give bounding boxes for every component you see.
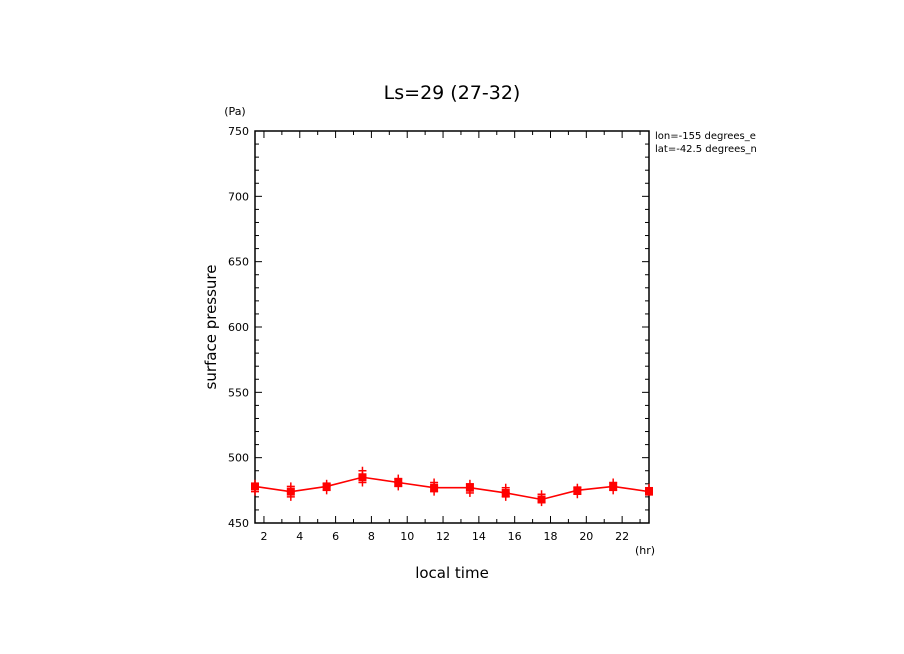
tick-labels: 2 4 6 8 10 12 14 16 18 20 22 450 500 550 600 650 700 750 [228, 125, 629, 543]
scatter-plus [645, 487, 653, 496]
y-tick-label: 550 [228, 386, 249, 399]
scatter-plus [358, 478, 367, 487]
x-tick-label: 6 [332, 530, 339, 543]
x-axis-label: local time [415, 564, 489, 582]
x-tick-label: 20 [579, 530, 593, 543]
x-unit-label: (hr) [635, 544, 655, 557]
scatter-plus [322, 486, 331, 495]
axes [254, 130, 650, 524]
x-tick-label: 4 [296, 530, 303, 543]
x-tick-label: 2 [260, 530, 267, 543]
ticks [255, 130, 649, 524]
y-tick-label: 650 [228, 256, 249, 269]
x-tick-label: 14 [472, 530, 486, 543]
scatter-plus [609, 486, 618, 495]
scatter-plus [501, 492, 510, 501]
scatter-plus [465, 488, 474, 497]
scatter-plus [251, 487, 259, 496]
y-tick-label: 500 [228, 452, 249, 465]
x-tick-label: 16 [508, 530, 522, 543]
y-tick-label: 750 [228, 125, 249, 138]
scatter-plus [394, 482, 403, 491]
scatter-plus [573, 490, 582, 499]
y-tick-label: 450 [228, 517, 249, 530]
y-axis-label: surface pressure [202, 265, 220, 390]
x-tick-label: 18 [544, 530, 558, 543]
series [254, 476, 650, 501]
scatter-plus [537, 498, 546, 507]
x-tick-label: 22 [615, 530, 629, 543]
scatter-plus [286, 492, 295, 501]
plot-frame [254, 130, 650, 524]
y-tick-label: 700 [228, 190, 249, 203]
series-line [254, 476, 650, 501]
annotation-lon: lon=-155 degrees_e [655, 131, 756, 142]
scatter-plus [430, 487, 439, 496]
chart-title: Ls=29 (27-32) [384, 82, 521, 104]
y-unit-label: (Pa) [224, 105, 245, 118]
x-tick-label: 8 [368, 530, 375, 543]
annotation-lat: lat=-42.5 degrees_n [655, 144, 757, 155]
x-tick-label: 12 [436, 530, 450, 543]
y-tick-label: 600 [228, 321, 249, 334]
markers [251, 466, 653, 507]
x-tick-label: 10 [400, 530, 414, 543]
